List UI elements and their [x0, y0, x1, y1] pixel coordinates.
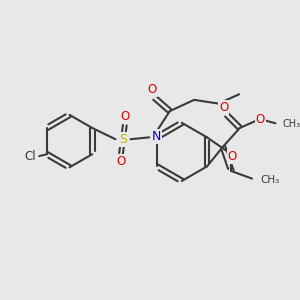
- Text: Cl: Cl: [24, 150, 36, 163]
- Text: O: O: [256, 113, 265, 126]
- Text: O: O: [116, 155, 126, 168]
- Text: O: O: [228, 150, 237, 163]
- Text: S: S: [119, 133, 127, 146]
- Text: CH₃: CH₃: [260, 175, 280, 184]
- Text: CH₃: CH₃: [283, 119, 300, 129]
- Text: N: N: [152, 130, 161, 143]
- Text: O: O: [219, 101, 229, 114]
- Text: O: O: [147, 83, 157, 96]
- Text: O: O: [120, 110, 129, 123]
